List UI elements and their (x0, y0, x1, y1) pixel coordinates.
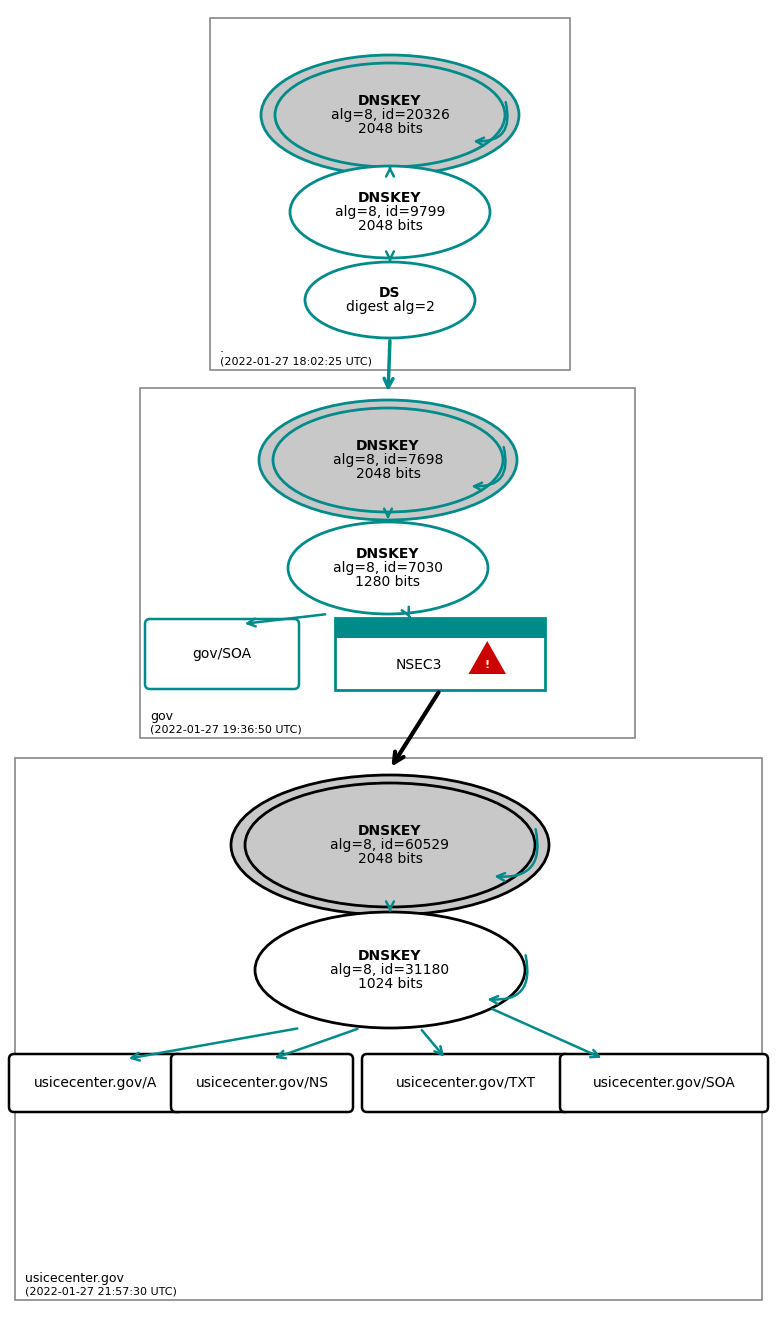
Text: alg=8, id=31180: alg=8, id=31180 (330, 963, 449, 977)
Bar (140, 389, 635, 739)
FancyBboxPatch shape (560, 1054, 768, 1113)
Ellipse shape (245, 782, 535, 907)
Ellipse shape (290, 166, 490, 259)
Text: alg=8, id=60529: alg=8, id=60529 (330, 838, 449, 853)
Text: (2022-01-27 21:57:30 UTC): (2022-01-27 21:57:30 UTC) (25, 1286, 177, 1296)
Text: digest alg=2: digest alg=2 (346, 300, 435, 314)
Ellipse shape (305, 263, 475, 338)
Ellipse shape (259, 400, 517, 520)
Bar (15, 758, 762, 1299)
Text: DS: DS (379, 286, 400, 300)
Text: (2022-01-27 18:02:25 UTC): (2022-01-27 18:02:25 UTC) (220, 355, 372, 366)
Text: alg=8, id=7698: alg=8, id=7698 (333, 453, 443, 467)
Text: DNSKEY: DNSKEY (358, 823, 421, 838)
Text: DNSKEY: DNSKEY (358, 949, 421, 963)
Ellipse shape (288, 522, 488, 614)
Text: usicecenter.gov/SOA: usicecenter.gov/SOA (593, 1075, 735, 1090)
Bar (335, 618, 545, 638)
Text: 2048 bits: 2048 bits (358, 219, 422, 233)
Text: 2048 bits: 2048 bits (358, 853, 422, 866)
Polygon shape (467, 639, 507, 675)
Text: alg=8, id=9799: alg=8, id=9799 (335, 206, 445, 219)
Ellipse shape (231, 774, 549, 915)
FancyArrowPatch shape (474, 447, 506, 491)
Text: DNSKEY: DNSKEY (356, 439, 420, 453)
FancyArrowPatch shape (497, 829, 538, 880)
Text: alg=8, id=20326: alg=8, id=20326 (330, 107, 449, 122)
Text: 2048 bits: 2048 bits (358, 122, 422, 137)
Ellipse shape (273, 408, 503, 512)
FancyBboxPatch shape (362, 1054, 570, 1113)
Text: .: . (220, 342, 224, 355)
Text: usicecenter.gov/TXT: usicecenter.gov/TXT (396, 1075, 536, 1090)
Text: 1024 bits: 1024 bits (358, 977, 422, 991)
Text: (2022-01-27 19:36:50 UTC): (2022-01-27 19:36:50 UTC) (150, 724, 301, 735)
Bar (335, 618, 545, 690)
Text: 1280 bits: 1280 bits (355, 575, 421, 589)
FancyArrowPatch shape (490, 955, 527, 1004)
Bar (210, 19, 570, 370)
Text: !: ! (485, 660, 490, 671)
Text: DNSKEY: DNSKEY (358, 94, 421, 107)
Text: 2048 bits: 2048 bits (355, 467, 421, 481)
FancyArrowPatch shape (476, 102, 508, 146)
Text: DNSKEY: DNSKEY (358, 191, 421, 206)
Ellipse shape (275, 64, 505, 167)
Text: usicecenter.gov/NS: usicecenter.gov/NS (196, 1075, 329, 1090)
Text: NSEC3: NSEC3 (396, 658, 442, 672)
Ellipse shape (261, 54, 519, 175)
FancyBboxPatch shape (9, 1054, 183, 1113)
Text: usicecenter.gov/A: usicecenter.gov/A (34, 1075, 157, 1090)
Text: alg=8, id=7030: alg=8, id=7030 (333, 561, 443, 575)
FancyBboxPatch shape (171, 1054, 353, 1113)
Text: gov: gov (150, 709, 173, 723)
Text: gov/SOA: gov/SOA (192, 647, 252, 660)
Text: DNSKEY: DNSKEY (356, 548, 420, 561)
Ellipse shape (255, 912, 525, 1028)
Text: usicecenter.gov: usicecenter.gov (25, 1272, 124, 1285)
FancyBboxPatch shape (145, 619, 299, 690)
